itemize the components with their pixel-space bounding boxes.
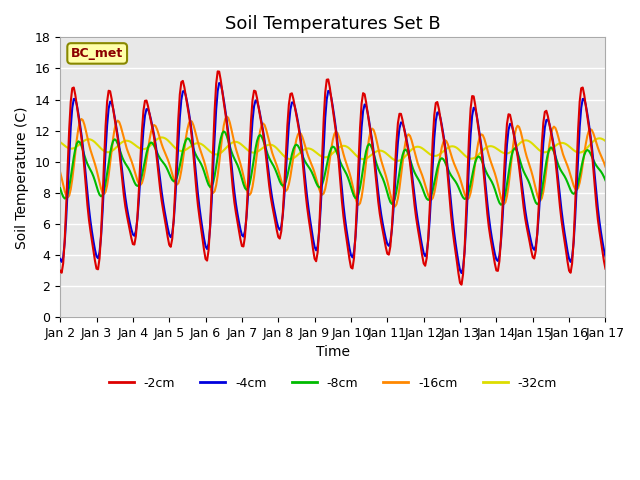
Y-axis label: Soil Temperature (C): Soil Temperature (C)	[15, 106, 29, 249]
X-axis label: Time: Time	[316, 346, 350, 360]
Text: BC_met: BC_met	[71, 47, 124, 60]
Legend: -2cm, -4cm, -8cm, -16cm, -32cm: -2cm, -4cm, -8cm, -16cm, -32cm	[104, 372, 562, 395]
Title: Soil Temperatures Set B: Soil Temperatures Set B	[225, 15, 440, 33]
